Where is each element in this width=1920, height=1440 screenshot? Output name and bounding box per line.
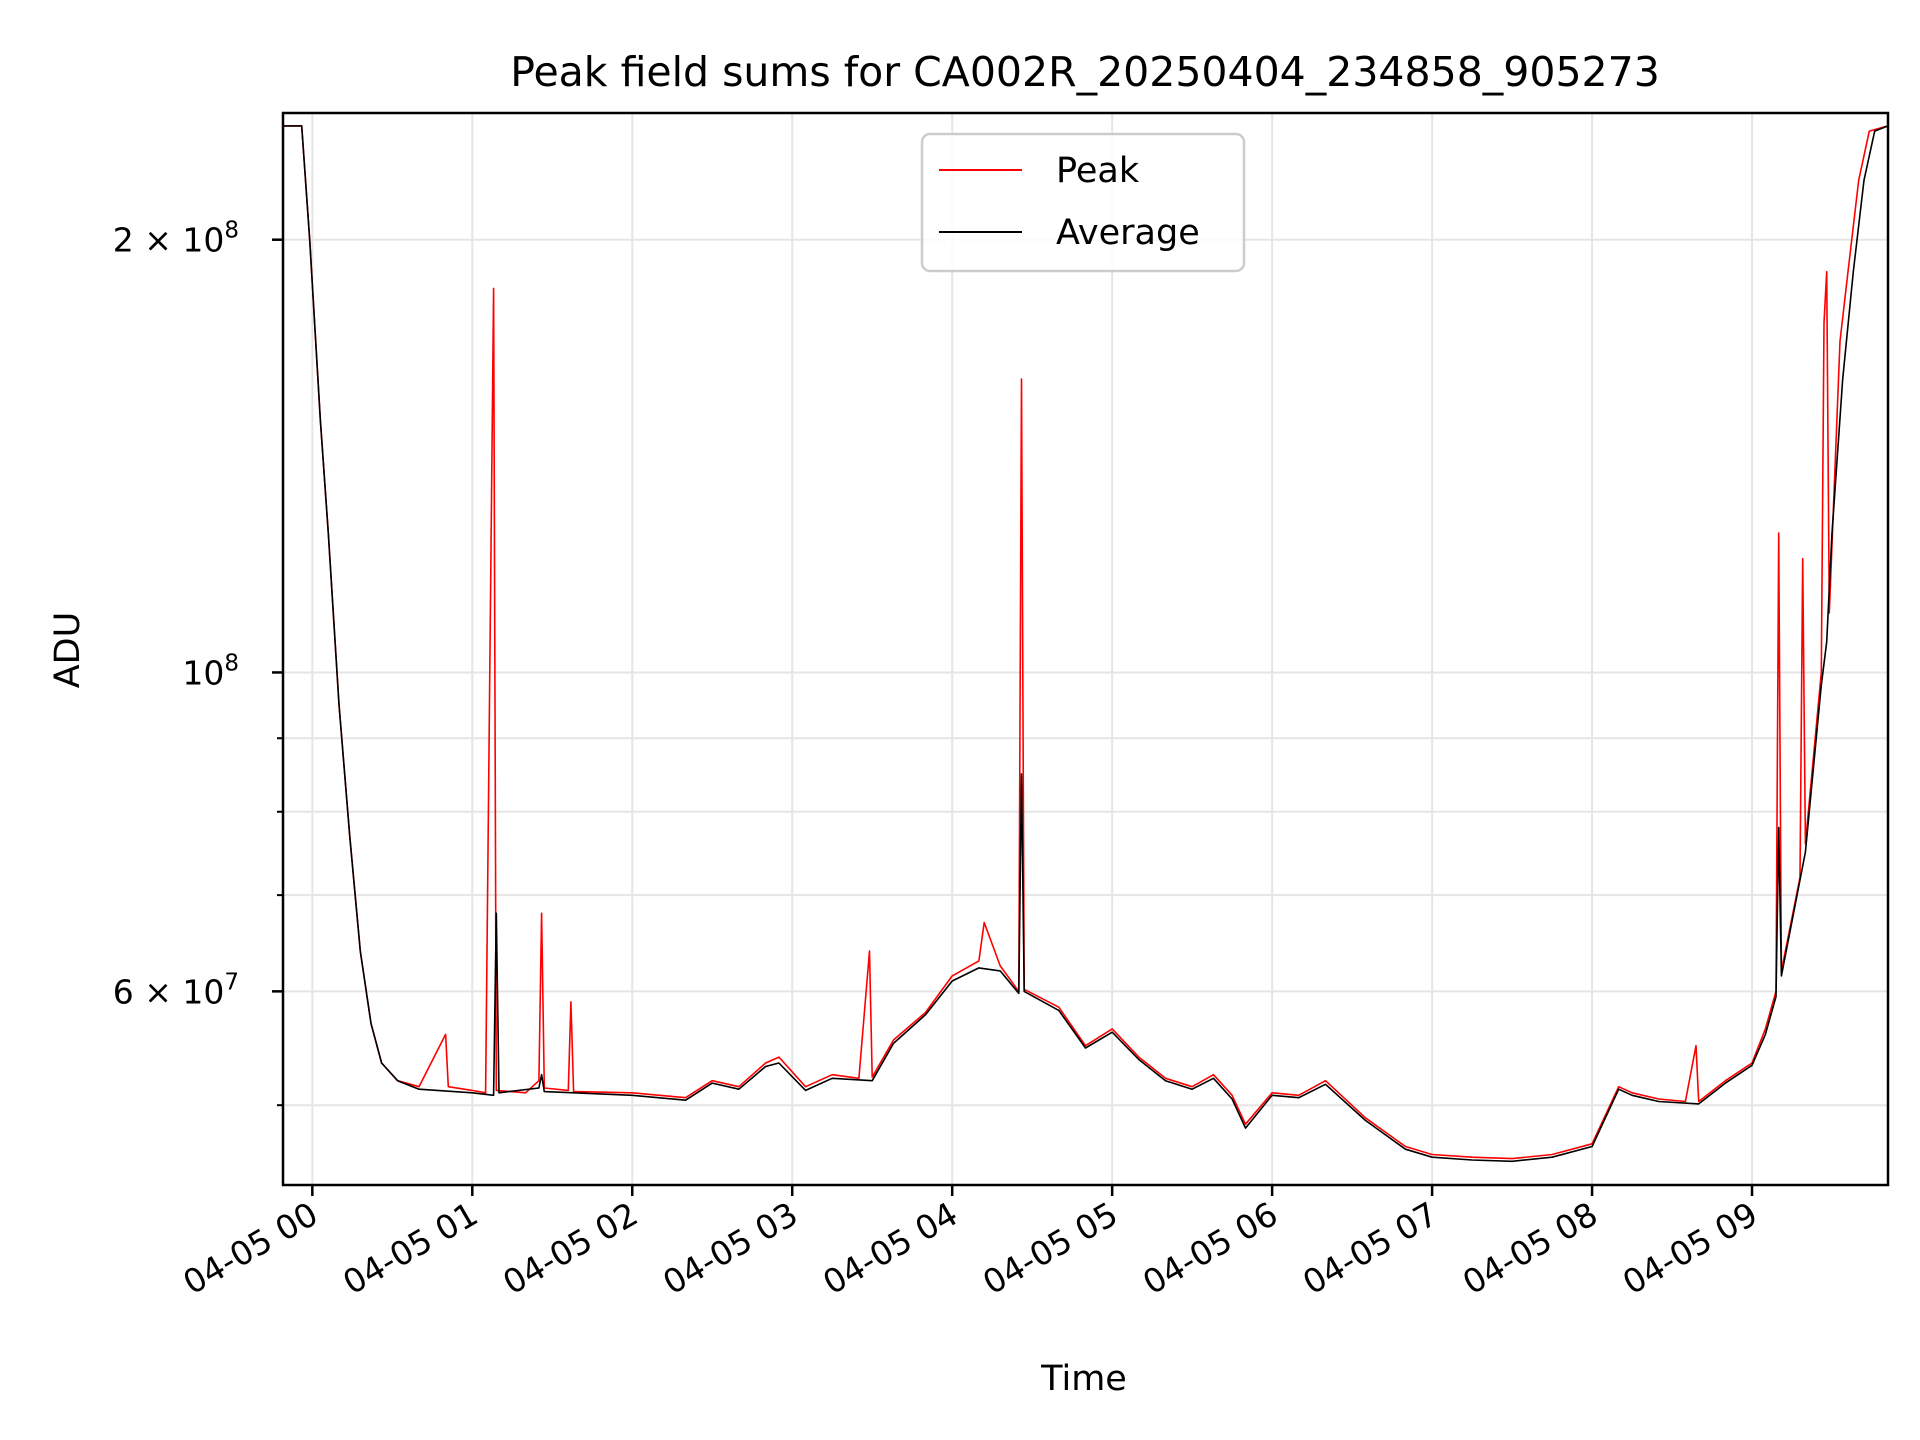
legend: Peak Average: [920, 132, 1246, 273]
y-axis-label: ADU: [48, 612, 88, 689]
legend-box: [920, 132, 1246, 273]
y-tick-label: 108: [182, 650, 239, 692]
series-layer: [283, 125, 1889, 1163]
chart-title: Peak field sums for CA002R_20250404_2348…: [510, 48, 1660, 96]
plot-frame: [281, 111, 1890, 1187]
series-line-peak: [283, 125, 1889, 1160]
grid: [283, 113, 1888, 1185]
legend-label-peak: Peak: [1056, 151, 1140, 191]
x-axis-label: Time: [1040, 1359, 1127, 1399]
y-tick-label: 6 × 107: [113, 969, 239, 1011]
series-line-average: [283, 125, 1889, 1163]
y-tick-label: 2 × 108: [113, 218, 239, 260]
legend-label-average: Average: [1056, 213, 1200, 253]
